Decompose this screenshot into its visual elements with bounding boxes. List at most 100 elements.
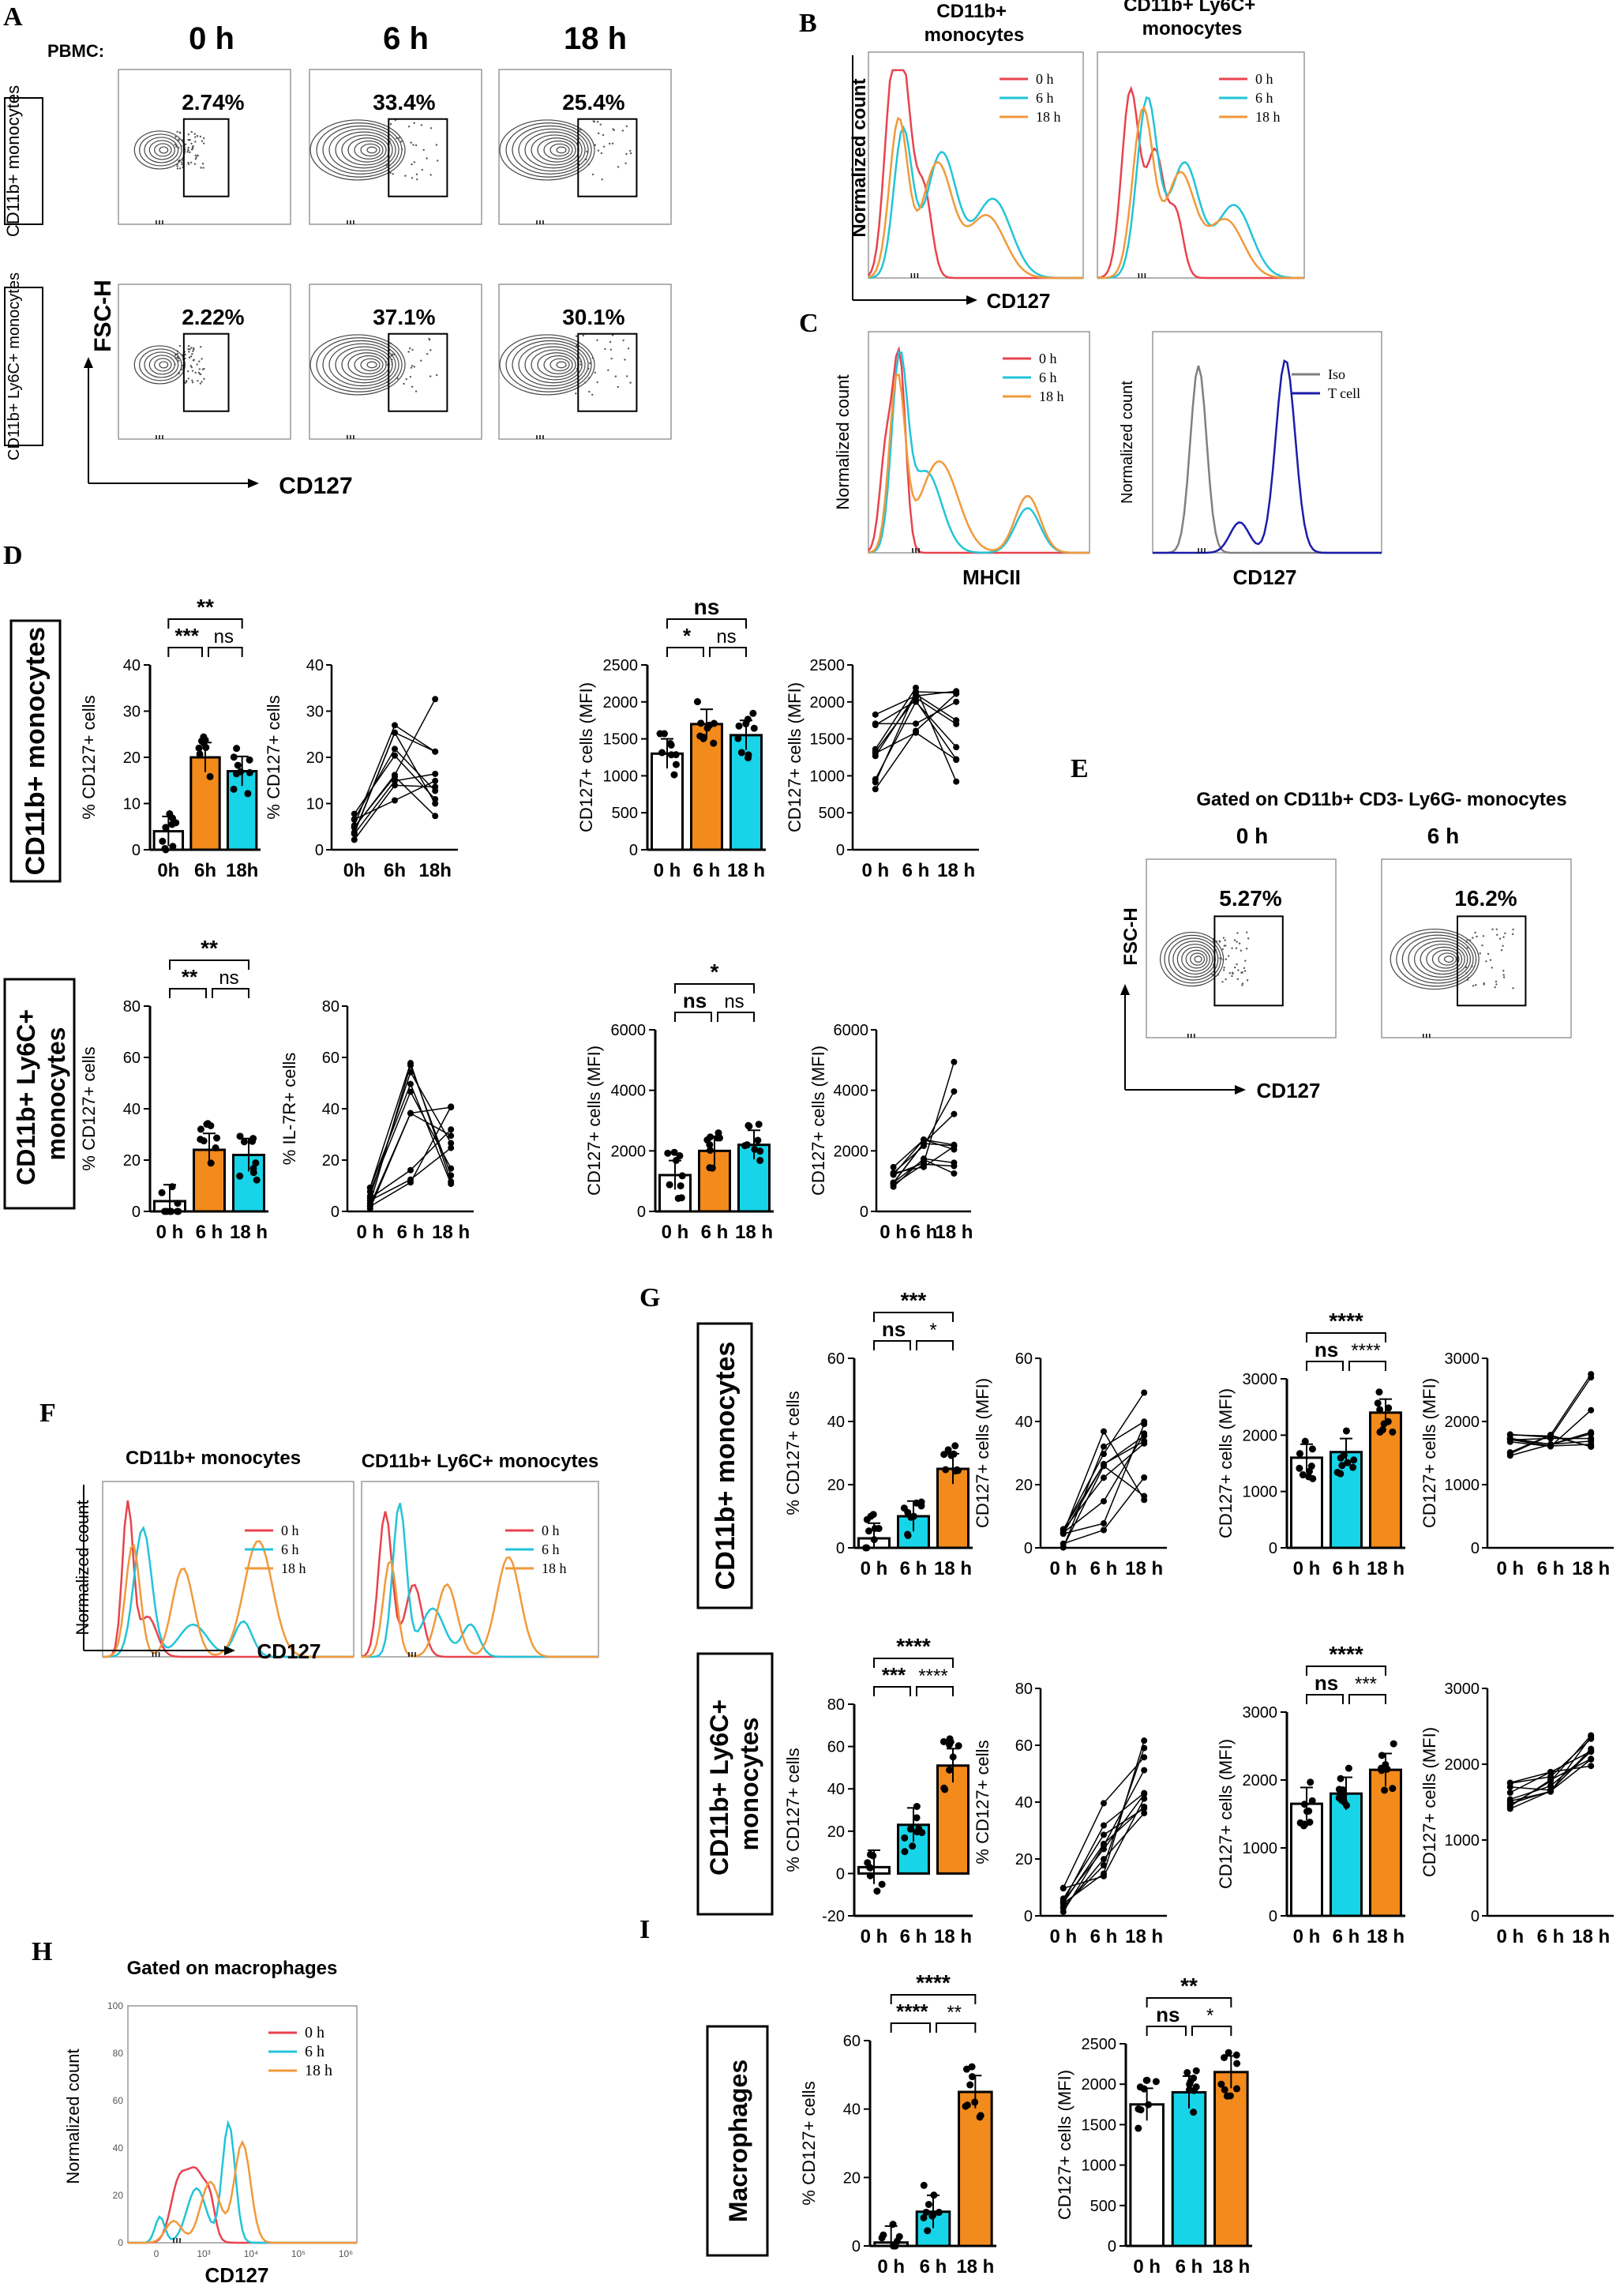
a-r2-c2-event-dot (407, 351, 410, 353)
d-top-pct-xtick-label: 6h (194, 860, 216, 881)
a-r2-c3-event-dot (575, 335, 578, 337)
panel-b-label: B (799, 9, 817, 38)
d-bot-mfi-point (756, 1156, 764, 1164)
e-c1-event-dot (1217, 973, 1220, 976)
d-top-pct-bar-1 (189, 756, 221, 851)
i-mfi-xtick-label: 0 h (1133, 2256, 1161, 2278)
d-top-pct-point (246, 768, 253, 776)
a-r1-c1-event-dot (196, 135, 199, 137)
g-bot-pct-ytick-label: -20 (822, 1908, 845, 1925)
e-c2-event-dot (1512, 987, 1514, 990)
d-bot-pct-point (207, 1159, 215, 1167)
g-top-mfi-point (1307, 1463, 1315, 1470)
g-row2-title: CD11b+ Ly6C+ monocytes (705, 1692, 763, 1876)
a-r2-c2-contour-ring (316, 337, 403, 392)
d-top-line-ytick-label: 20 (306, 749, 324, 767)
d-top-line2-xtick-label: 6 h (902, 860, 930, 881)
d-top-line2-point (872, 786, 879, 793)
b-histograms: 0 h 6 h 18 h 0 h 6 h 18 h (867, 51, 1305, 280)
g-top-line2-ytick-label: 1000 (1445, 1477, 1480, 1494)
a-r2-c3-event-dot (627, 347, 630, 350)
d-top-pct-point (169, 843, 177, 851)
g-top-line2-point (1588, 1435, 1595, 1442)
a-r1-c1-contour-ring (159, 146, 169, 154)
a-r2-c3-event-dot (594, 371, 597, 374)
a-r1-c1-event-dot (201, 163, 204, 165)
d-bot-line-point (448, 1132, 455, 1140)
i-pct-bar-2 (958, 2090, 993, 2248)
a-r1-c3-percent: 25.4% (562, 90, 624, 115)
d-bot-mfi-point (707, 1133, 714, 1141)
d-top-mfi-point (693, 698, 701, 706)
a-r2-c3-event-dot (596, 339, 598, 341)
d-bot-line-point (366, 1185, 373, 1192)
a-r1-c2-event-dot (426, 157, 428, 160)
d-top-line2-point (953, 778, 960, 785)
a-r1-c1-event-dot (190, 130, 193, 133)
a-r1-c1-event-dot (200, 167, 202, 169)
h-hist-legend-label: 18 h (305, 2062, 332, 2079)
i-pct-point (977, 2112, 985, 2120)
e-c2-event-dot (1489, 959, 1492, 961)
g-top-mfi-point (1344, 1459, 1352, 1466)
a-r1-c1-event-dot (176, 163, 178, 166)
a-r1-c1-event-dot (202, 167, 204, 169)
e-c1-event-dot (1231, 947, 1233, 949)
a-r1-c1-event-dot (187, 146, 190, 149)
a-r1-c1-event-dot (190, 142, 193, 145)
a-r1-c3-event-dot (624, 162, 627, 164)
a-r2-c3-event-dot (607, 369, 609, 371)
d-top-pct-point (200, 738, 208, 745)
i-mfi-point (1136, 2083, 1144, 2091)
g-top-line-point (1101, 1474, 1107, 1481)
d-top-pct-point (237, 768, 245, 775)
d-top-line-point (432, 770, 439, 777)
g-bot-line2-xtick-label: 18 h (1572, 1926, 1610, 1947)
d-bot-mfi-ytick-label: 4000 (611, 1083, 647, 1100)
a-r1-c1-contour-ring (154, 143, 172, 157)
g-bot-mfi-point (1345, 1764, 1352, 1772)
i-pct-ytick-label: 60 (843, 2033, 861, 2050)
g-bot-mfi-point (1337, 1774, 1345, 1782)
g-bot-pct-point (909, 1842, 917, 1850)
a-r2-c1-event-dot (174, 363, 176, 366)
d-bot-pct-point (174, 1207, 182, 1215)
e-c2-event-dot (1487, 952, 1490, 956)
d-top-line-point (392, 752, 398, 759)
i-mfi-point (1221, 2086, 1228, 2094)
d-bot-mfi-xtick-label: 18 h (735, 1222, 773, 1243)
f-hist-2-curve-0 (361, 1511, 598, 1658)
i-pct-point (930, 2191, 938, 2199)
a-r2-c1-event-dot (192, 350, 194, 353)
a-contour-plots: 2.74% 33.4% 25.4% 2.22% 37.1% 30.1% (118, 69, 672, 440)
a-r2-c3-event-dot (611, 334, 614, 336)
d-bot-pct-sig-bracket-left (169, 988, 207, 998)
g-bot-pct-bar-2 (936, 1764, 970, 1875)
g-top-line-point (1101, 1497, 1107, 1504)
d-top-line-point (351, 822, 358, 829)
e-c1-event-dot (1236, 963, 1238, 966)
g-bot-mfi-xtick-label: 6 h (1333, 1926, 1360, 1947)
d-row1-box (9, 619, 62, 883)
d-bot-mfi-point (670, 1148, 678, 1156)
i-mfi-point (1221, 2053, 1228, 2061)
g-bot-mfi-point (1300, 1801, 1308, 1808)
c-hist-1-legend-label: 6 h (1039, 370, 1057, 385)
a-r2-c3-contour-ring (543, 355, 573, 374)
d-top-pct-point (196, 750, 204, 758)
g-top-pct-point (950, 1450, 958, 1458)
d-bot-pct-point (212, 1144, 219, 1152)
e-c1-gate (1213, 915, 1284, 1007)
d-top-mfi-point (744, 754, 752, 762)
a-r1-c3-event-dot (600, 152, 603, 155)
d-bot-line2-point (951, 1162, 958, 1170)
f-hist-1-legend-label: 18 h (281, 1560, 306, 1576)
a-r2-c2-event-dot (428, 339, 431, 341)
d-top-pct-point (230, 753, 238, 761)
g-bot-line-ytick-label: 80 (1015, 1681, 1033, 1698)
i-pct-sig-right: ** (947, 2002, 962, 2023)
g-top-mfi-sig-bracket-right (1348, 1361, 1386, 1371)
a-r1-c3-event-dot (587, 163, 591, 166)
f-hist-2-legend-label: 6 h (542, 1542, 560, 1557)
d-top-pct-sig-wide: ** (197, 595, 214, 619)
